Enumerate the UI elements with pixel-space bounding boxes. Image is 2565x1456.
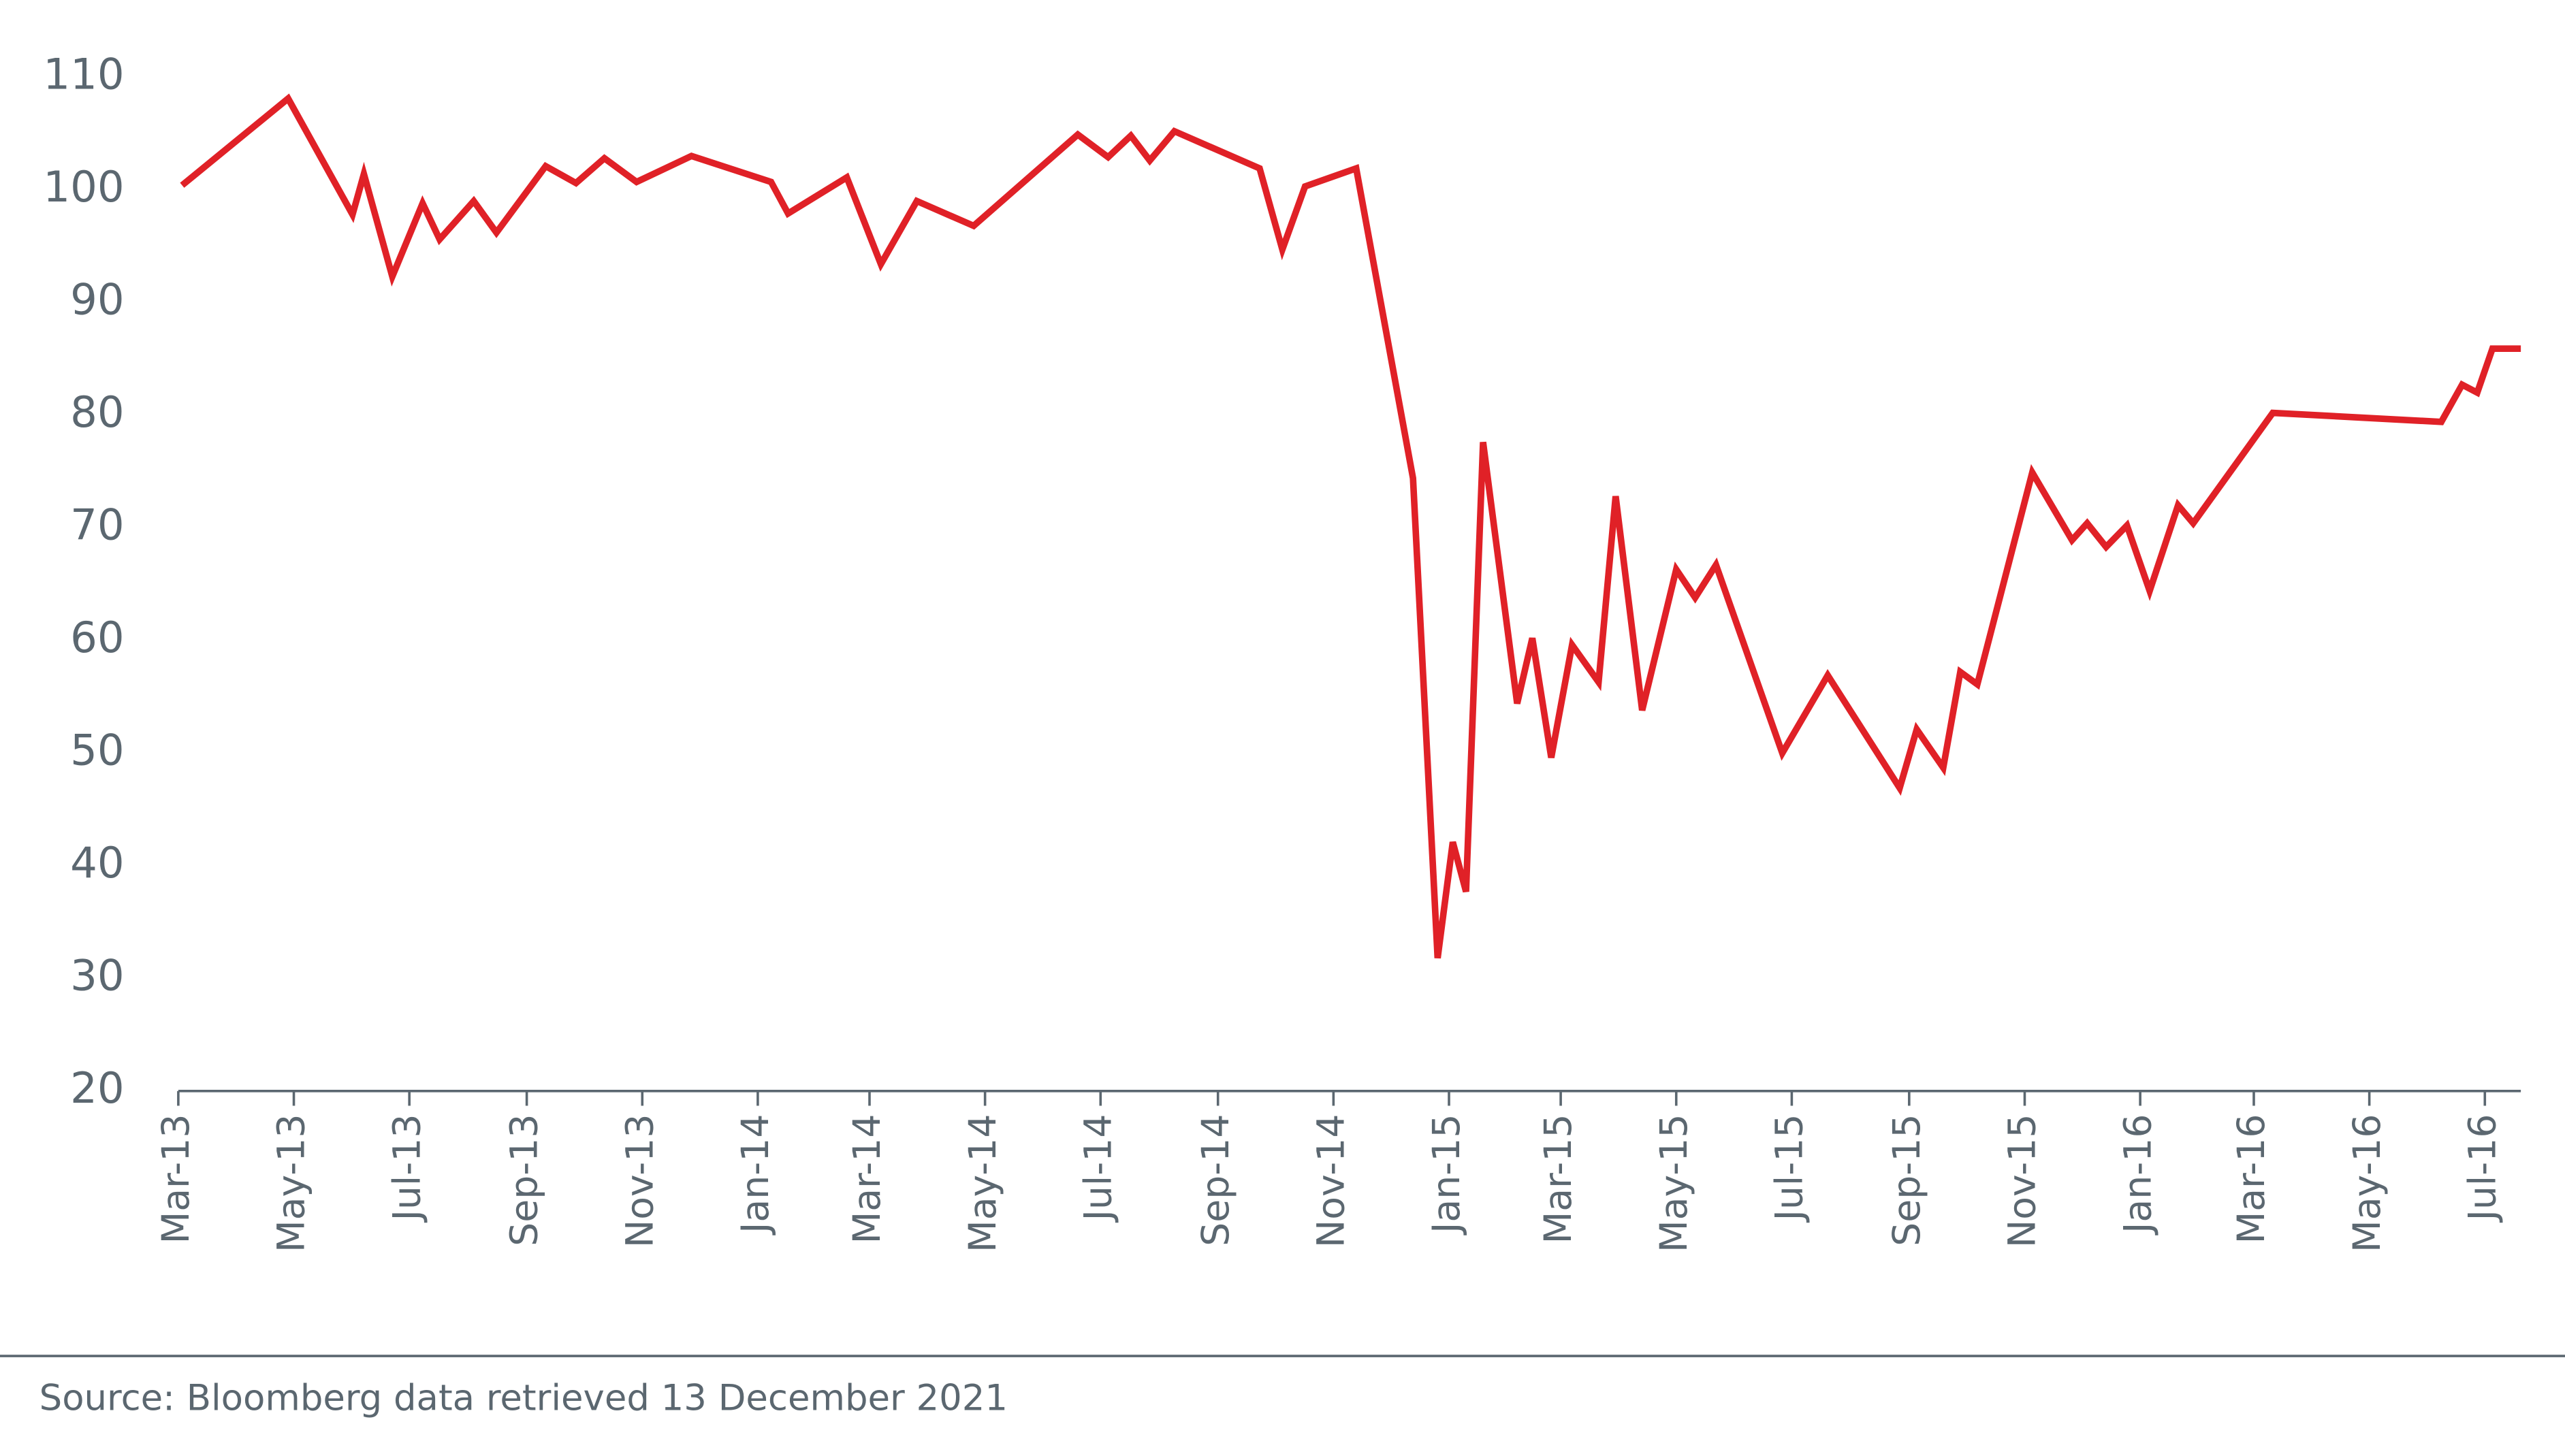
y-tick-label: 80 bbox=[70, 387, 124, 437]
x-tick-label: Mar-13 bbox=[155, 1114, 198, 1244]
source-note: Source: Bloomberg data retrieved 13 Dece… bbox=[39, 1378, 1008, 1419]
x-tick-label: May-14 bbox=[961, 1114, 1005, 1252]
x-tick-label: Sep-15 bbox=[1885, 1114, 1929, 1246]
y-tick-label: 70 bbox=[70, 500, 124, 549]
x-tick-label: Sep-14 bbox=[1194, 1114, 1238, 1246]
x-tick-label: May-16 bbox=[2346, 1114, 2389, 1252]
x-tick-label: Mar-15 bbox=[1537, 1114, 1580, 1244]
x-tick-label: Jul-15 bbox=[1768, 1114, 1812, 1223]
y-tick-label: 60 bbox=[70, 613, 124, 662]
x-tick-label: Nov-13 bbox=[618, 1114, 662, 1248]
x-tick-label: Jan-14 bbox=[734, 1114, 778, 1235]
x-tick-label: Sep-13 bbox=[503, 1114, 547, 1246]
x-tick-label: Jan-16 bbox=[2116, 1114, 2160, 1235]
x-tick-label: Nov-15 bbox=[2001, 1114, 2045, 1248]
y-tick-label: 30 bbox=[70, 950, 124, 1000]
y-tick-label: 90 bbox=[70, 274, 124, 324]
x-tick-label: Jan-15 bbox=[1425, 1114, 1469, 1235]
y-tick-label: 110 bbox=[43, 49, 124, 99]
x-tick-label: Nov-14 bbox=[1310, 1114, 1354, 1248]
y-tick-label: 20 bbox=[70, 1063, 124, 1113]
x-tick-label: Jul-16 bbox=[2461, 1114, 2504, 1223]
x-tick-label: Jul-13 bbox=[385, 1114, 429, 1223]
y-tick-label: 40 bbox=[70, 838, 124, 888]
y-tick-label: 100 bbox=[43, 162, 124, 212]
y-tick-label: 50 bbox=[70, 725, 124, 775]
x-tick-label: May-13 bbox=[270, 1114, 314, 1252]
x-tick-label: May-15 bbox=[1653, 1114, 1696, 1252]
x-tick-label: Jul-14 bbox=[1077, 1114, 1120, 1223]
data-line bbox=[180, 93, 2521, 959]
x-tick-label: Mar-14 bbox=[846, 1114, 889, 1244]
x-tick-label: Mar-16 bbox=[2230, 1114, 2274, 1244]
